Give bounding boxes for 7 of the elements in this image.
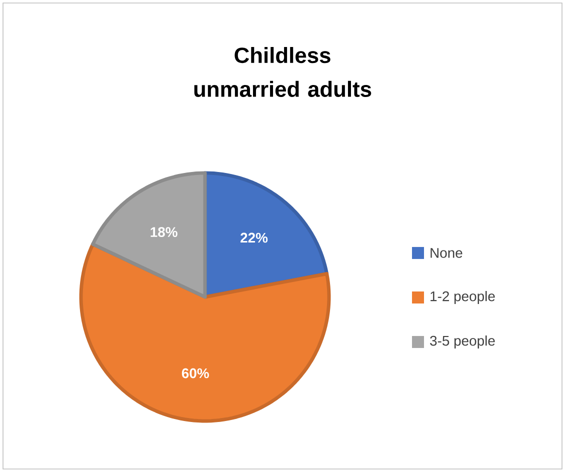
legend-label: 3-5 people (430, 335, 495, 348)
chart-title: Childless unmarried adults (194, 46, 372, 97)
legend-label: 1-2 people (430, 290, 495, 304)
data-label: 22% (240, 232, 268, 243)
data-label: 60% (182, 368, 209, 378)
data-label: 18% (150, 227, 178, 238)
legend-label: None (430, 248, 462, 258)
